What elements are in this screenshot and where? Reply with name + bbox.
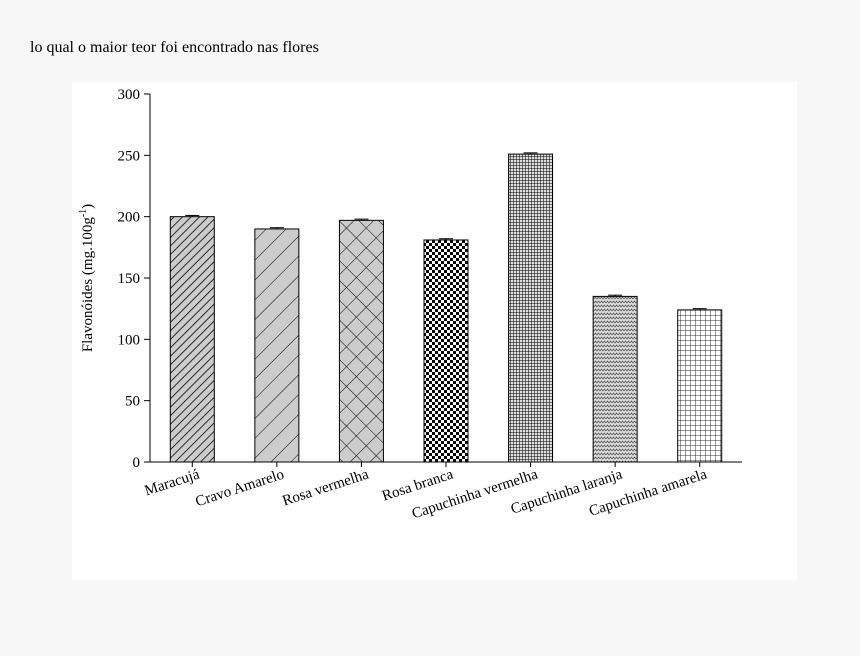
bar bbox=[508, 153, 554, 463]
y-tick-label: 0 bbox=[133, 455, 141, 471]
bar bbox=[677, 309, 723, 463]
bar bbox=[338, 219, 384, 463]
y-tick-label: 150 bbox=[118, 271, 141, 287]
bar bbox=[254, 228, 300, 463]
header-text: lo qual o maior teor foi encontrado nas … bbox=[30, 39, 319, 56]
y-label-close: ) bbox=[80, 204, 96, 209]
y-tick-label: 250 bbox=[118, 148, 141, 164]
y-tick-label: 300 bbox=[118, 87, 141, 103]
y-tick-label: 100 bbox=[118, 332, 141, 348]
bar bbox=[592, 295, 638, 463]
y-label-main: Flavonóides (mg.100g bbox=[80, 217, 96, 352]
y-axis-label: Flavonóides (mg.100g-1) bbox=[78, 204, 96, 352]
y-tick-label: 50 bbox=[125, 394, 140, 410]
bar bbox=[423, 239, 469, 463]
bar bbox=[169, 216, 215, 463]
y-tick-label: 200 bbox=[118, 210, 141, 226]
y-label-sup: -1 bbox=[78, 209, 89, 217]
